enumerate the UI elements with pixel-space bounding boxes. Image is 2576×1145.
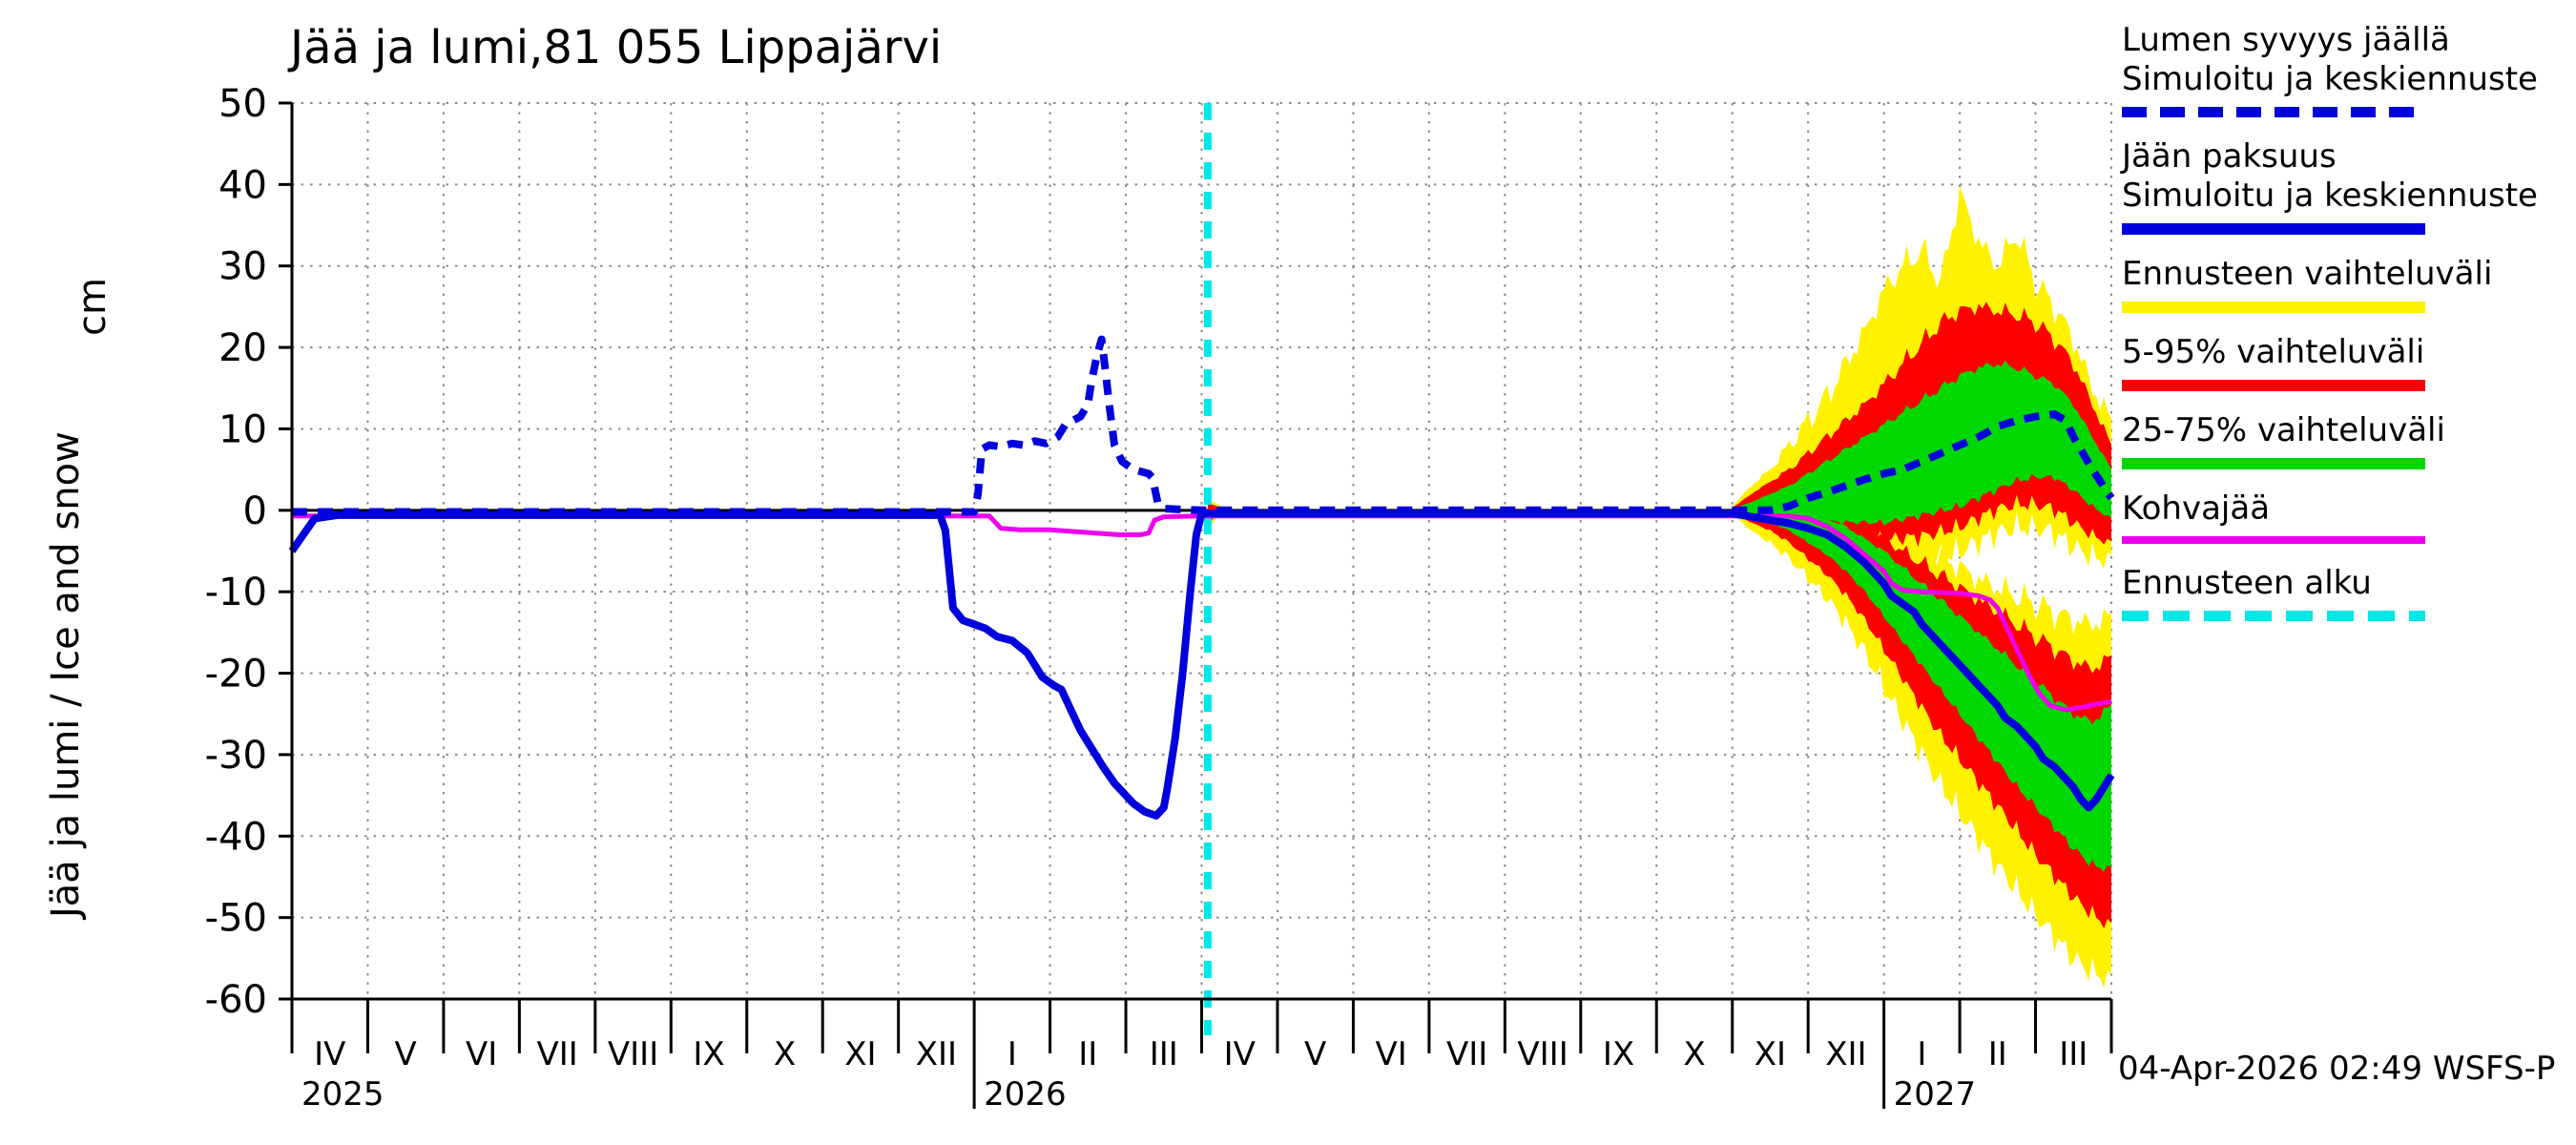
kohvajaa-line [292, 513, 2112, 713]
month-label: II [1988, 1035, 2007, 1073]
month-label: XII [916, 1035, 957, 1073]
month-label: VIII [608, 1035, 658, 1073]
legend-item-kohvajaa: Kohvajää [2122, 489, 2574, 544]
month-label: X [1683, 1035, 1705, 1073]
month-label: V [395, 1035, 417, 1073]
y-tick-label: -30 [205, 734, 267, 778]
legend-label: 25-75% vaihteluväli [2122, 411, 2445, 449]
month-label: XII [1825, 1035, 1866, 1073]
month-label: II [1078, 1035, 1097, 1073]
band-ice-25-75 [1732, 506, 2111, 872]
snow-depth-line-swatch [2122, 107, 2425, 117]
month-label: XI [1755, 1035, 1786, 1073]
month-label: IV [314, 1035, 345, 1073]
y-axis-unit: cm [71, 278, 114, 336]
legend-item-ice-thickness: Jään paksuus Simuloitu ja keskiennuste [2122, 137, 2574, 235]
legend-label: Ennusteen alku [2122, 564, 2372, 602]
month-label: X [774, 1035, 796, 1073]
month-label: III [2059, 1035, 2088, 1073]
month-label: VII [536, 1035, 577, 1073]
timestamp: 04-Apr-2026 02:49 WSFS-P [2118, 1050, 2556, 1088]
legend-sublabel: Simuloitu ja keskiennuste [2122, 177, 2538, 215]
ice-thickness-line-swatch [2122, 223, 2425, 235]
range-25-75-swatch [2122, 458, 2425, 469]
band-snow-25-75 [1732, 360, 2111, 526]
legend-item-range-5-95: 5-95% vaihteluväli [2122, 333, 2574, 391]
month-label: III [1150, 1035, 1178, 1073]
y-tick-label: 10 [218, 407, 267, 451]
y-tick-label: 50 [218, 82, 267, 126]
y-tick-label: -20 [205, 653, 267, 697]
month-label: XI [844, 1035, 876, 1073]
month-label: VI [1375, 1035, 1406, 1073]
legend-label: Kohvajää [2122, 489, 2271, 528]
forecast-range-swatch [2122, 302, 2425, 313]
month-label: IV [1224, 1035, 1256, 1073]
month-label: V [1304, 1035, 1326, 1073]
y-tick-label: 30 [218, 245, 267, 289]
legend-label: Ennusteen vaihteluväli [2122, 255, 2493, 293]
legend-sublabel: Simuloitu ja keskiennuste [2122, 60, 2538, 98]
legend-label: 5-95% vaihteluväli [2122, 333, 2425, 371]
year-label: 2026 [984, 1075, 1067, 1114]
snow-depth-line [292, 335, 2115, 516]
year-label: 2027 [1894, 1075, 1977, 1114]
month-label: I [1008, 1035, 1017, 1073]
y-axis-label: Jää ja lumi / Ice and snow [44, 431, 88, 918]
forecast-start-line-swatch [2122, 611, 2425, 621]
forecast-bands [1207, 185, 2111, 989]
month-label: IX [1603, 1035, 1634, 1073]
y-tick-label: 40 [218, 163, 267, 207]
legend-label: Lumen syvyys jäällä [2122, 21, 2450, 59]
chart-title: Jää ja lumi,81 055 Lippajärvi [290, 21, 943, 74]
legend-item-forecast-range: Ennusteen vaihteluväli [2122, 255, 2574, 313]
legend-label: Jään paksuus [2122, 137, 2337, 176]
month-label: VII [1446, 1035, 1487, 1073]
month-label: VI [466, 1035, 497, 1073]
month-label: I [1917, 1035, 1926, 1073]
y-tick-label: -60 [205, 978, 267, 1022]
kohvajaa-line-swatch [2122, 536, 2425, 544]
y-tick-label: -40 [205, 815, 267, 859]
legend-item-snow-depth: Lumen syvyys jäällä Simuloitu ja keskien… [2122, 21, 2574, 117]
legend: Lumen syvyys jäällä Simuloitu ja keskien… [2122, 21, 2574, 641]
legend-item-range-25-75: 25-75% vaihteluväli [2122, 411, 2574, 469]
month-label: VIII [1517, 1035, 1568, 1073]
y-tick-label: -10 [205, 571, 267, 614]
legend-item-forecast-start: Ennusteen alku [2122, 564, 2574, 621]
ice-thickness-line [288, 510, 2115, 820]
band-ice-minmax [1732, 491, 2111, 989]
range-5-95-swatch [2122, 380, 2425, 391]
y-tick-label: 20 [218, 326, 267, 370]
month-label: IX [693, 1035, 724, 1073]
y-tick-label: -50 [205, 897, 267, 941]
year-label: 2025 [301, 1075, 384, 1114]
y-tick-label: 0 [243, 489, 267, 533]
